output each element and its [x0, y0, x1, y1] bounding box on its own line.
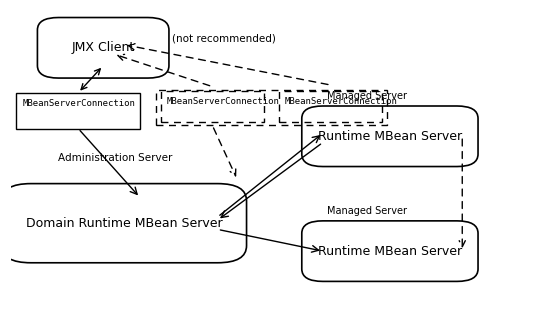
Text: Domain Runtime MBean Server: Domain Runtime MBean Server [26, 217, 222, 230]
Text: MBeanServerConnection: MBeanServerConnection [23, 99, 136, 108]
Text: MBeanServerConnection: MBeanServerConnection [166, 97, 279, 106]
Text: JMX Client: JMX Client [72, 41, 135, 54]
Text: Runtime MBean Server: Runtime MBean Server [318, 245, 462, 258]
Text: MBeanServerConnection: MBeanServerConnection [285, 97, 397, 106]
Text: Managed Server: Managed Server [327, 206, 407, 216]
Text: Managed Server: Managed Server [327, 91, 407, 101]
Text: Administration Server: Administration Server [58, 153, 173, 163]
Text: Runtime MBean Server: Runtime MBean Server [318, 130, 462, 143]
Text: (not recommended): (not recommended) [172, 33, 275, 44]
